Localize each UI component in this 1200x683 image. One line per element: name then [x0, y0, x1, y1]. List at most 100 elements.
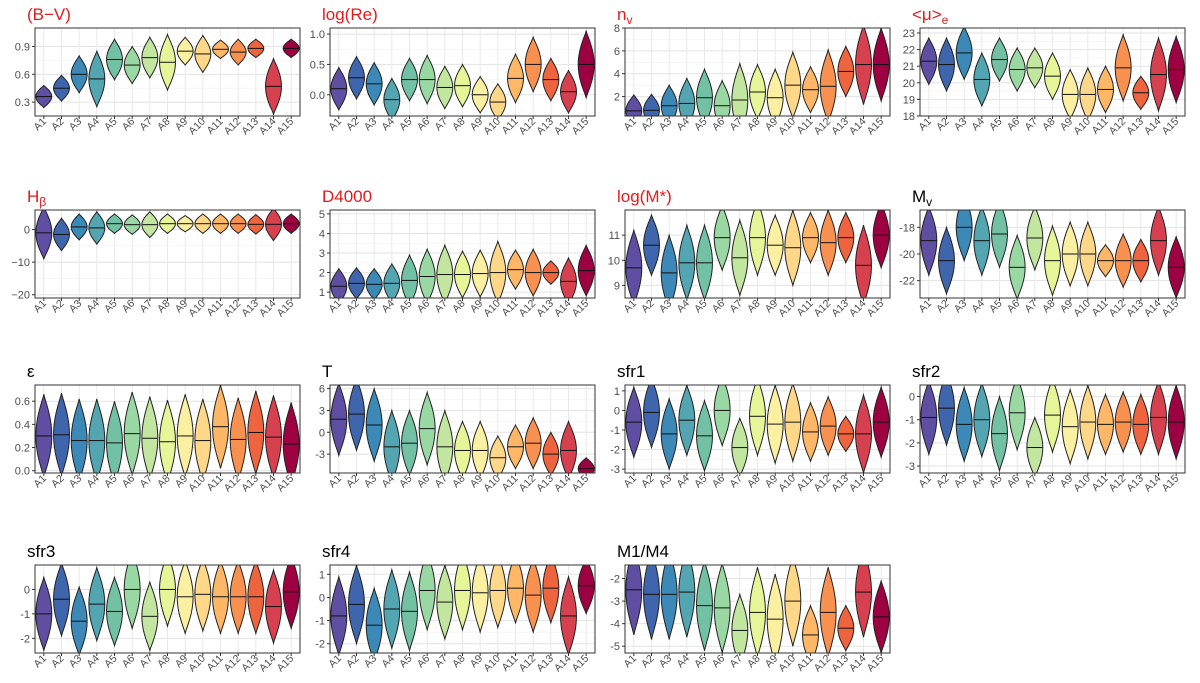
x-tick-label: A12 — [812, 473, 834, 495]
x-tick-label: A11 — [1089, 116, 1110, 137]
x-tick-label: A15 — [570, 473, 592, 495]
x-tick-label: A15 — [865, 653, 887, 675]
violins — [920, 385, 1185, 473]
x-tick-label: A10 — [186, 116, 208, 138]
x-tick-label: A7 — [1022, 116, 1040, 134]
x-tick-label: A7 — [432, 116, 450, 134]
y-tick-label: 0.6 — [15, 396, 30, 408]
y-tick-label: 18 — [903, 111, 915, 123]
x-tick-label: A3 — [67, 473, 85, 491]
x-tick-label: A6 — [415, 653, 433, 671]
violin-A6 — [713, 79, 731, 116]
y-tick-label: -3 — [610, 596, 620, 608]
x-tick-label: A11 — [1089, 473, 1110, 494]
x-tick-label: A12 — [222, 116, 244, 138]
x-tick-label: A3 — [952, 473, 970, 491]
x-tick-label: A14 — [847, 116, 869, 138]
x-tick-label: A14 — [1142, 116, 1164, 138]
violin-A15 — [872, 210, 890, 270]
violin-A8 — [749, 385, 766, 458]
violin-A3 — [365, 267, 383, 298]
x-tick-label: A8 — [745, 473, 763, 491]
x-tick-label: A3 — [362, 298, 380, 316]
panel-9: ε0.00.20.40.6A1 A2 A3 A4 A5 A6 A7 A8 A9A10A11A12… — [15, 362, 301, 495]
violin-A2 — [348, 385, 365, 453]
x-tick-label: A8 — [745, 653, 763, 671]
y-tick-label: 21 — [903, 61, 915, 73]
panel-title-main: sfr2 — [912, 362, 940, 381]
x-tick-label: A11 — [499, 298, 520, 319]
x-tick-label: A15 — [275, 116, 297, 138]
y-tick-label: 0 — [909, 392, 915, 404]
y-tick-label: -2 — [905, 438, 915, 450]
x-tick-label: A11 — [794, 653, 815, 674]
panel-title-main: M — [912, 187, 926, 206]
x-tick-label: A4 — [379, 116, 397, 134]
x-tick-label: A12 — [812, 116, 834, 138]
x-tick-label: A4 — [674, 653, 692, 671]
violin-A10 — [489, 434, 507, 473]
violin-A5 — [696, 67, 713, 116]
panel-title-main: sfr1 — [617, 362, 645, 381]
x-tick-label: A2 — [934, 116, 952, 134]
y-tick-label: −10 — [11, 257, 30, 269]
x-tick-label: A15 — [1160, 298, 1182, 320]
x-tick-label: A1 — [621, 298, 639, 316]
y-tick-label: -3 — [610, 464, 620, 476]
x-tick-label: A4 — [84, 298, 102, 316]
x-tick-label: A15 — [275, 473, 297, 495]
x-tick-label: A7 — [727, 473, 745, 491]
violin-A14 — [560, 419, 577, 473]
y-tick-label: -18 — [899, 222, 915, 234]
violin-A4 — [973, 385, 991, 459]
x-tick-label: A12 — [812, 298, 834, 320]
x-tick-label: A13 — [239, 298, 261, 320]
x-tick-label: A3 — [657, 473, 675, 491]
y-tick-label: 22 — [903, 45, 915, 57]
x-tick-label: A13 — [534, 298, 556, 320]
x-tick-label: A3 — [657, 298, 675, 316]
panel-2: log(Re)0.00.51.0A1 A2 A3 A4 A5 A6 A7 A8 A9A10A11… — [310, 5, 596, 137]
violin-A8 — [454, 565, 471, 632]
x-tick-label: A11 — [204, 473, 225, 494]
violin-A7 — [436, 243, 454, 298]
x-tick-label: A4 — [379, 298, 397, 316]
y-tick-label: 3 — [319, 248, 325, 260]
x-tick-label: A15 — [275, 653, 297, 675]
x-tick-label: A3 — [362, 473, 380, 491]
panel-title: log(M*) — [617, 187, 672, 206]
x-tick-label: A5 — [692, 473, 710, 491]
x-tick-label: A13 — [829, 653, 851, 675]
violin-A8 — [1044, 385, 1061, 455]
panel-title-sub: v — [626, 13, 632, 27]
y-tick-label: -2 — [315, 639, 325, 651]
violin-A10 — [489, 239, 507, 298]
x-tick-label: A14 — [552, 473, 574, 495]
x-tick-label: A8 — [745, 298, 763, 316]
x-tick-label: A7 — [727, 116, 745, 134]
x-tick-label: A13 — [1124, 116, 1146, 138]
x-tick-label: A10 — [186, 298, 208, 320]
x-tick-label: A2 — [639, 116, 657, 134]
y-tick-label: 0.4 — [15, 419, 30, 431]
violin-A14 — [855, 224, 872, 298]
violin-A8 — [159, 399, 176, 473]
violin-A7 — [1026, 415, 1044, 473]
violin-A4 — [88, 398, 106, 473]
x-tick-label: A3 — [67, 116, 85, 134]
violins — [625, 385, 890, 473]
violins — [625, 565, 890, 653]
y-tick-label: 1 — [319, 569, 325, 581]
x-tick-label: A7 — [137, 653, 155, 671]
x-tick-label: A5 — [692, 116, 710, 134]
x-tick-label: A4 — [379, 653, 397, 671]
violin-A6 — [418, 565, 436, 632]
violin-A14 — [855, 565, 872, 638]
violin-A9 — [1061, 68, 1079, 116]
panel-title-sub: e — [942, 13, 949, 27]
x-tick-label: A4 — [84, 653, 102, 671]
x-tick-label: A15 — [1160, 116, 1182, 138]
x-tick-label: A2 — [49, 473, 67, 491]
